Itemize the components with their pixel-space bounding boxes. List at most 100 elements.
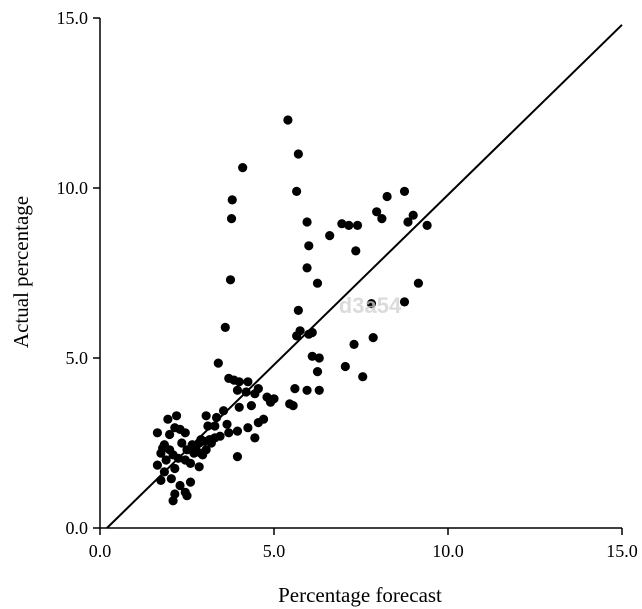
data-point	[253, 418, 263, 428]
data-point	[358, 372, 368, 382]
data-point	[170, 463, 180, 474]
data-point	[232, 452, 243, 462]
data-point	[185, 458, 196, 468]
data-point	[185, 477, 196, 487]
data-point	[403, 217, 413, 227]
data-point	[366, 299, 377, 309]
data-point	[325, 231, 335, 241]
watermark: d3a54	[339, 293, 402, 318]
data-point	[220, 322, 230, 332]
data-point	[340, 361, 350, 372]
data-point	[171, 411, 182, 421]
data-point	[250, 389, 260, 399]
data-point	[314, 385, 324, 395]
y-tick-label: 15.0	[57, 8, 89, 28]
data-point	[156, 475, 166, 485]
data-point	[399, 297, 410, 307]
data-point	[173, 453, 183, 463]
data-point	[352, 220, 363, 230]
data-point	[368, 333, 378, 343]
data-point	[377, 214, 387, 224]
data-point	[241, 387, 251, 397]
data-point	[250, 433, 260, 443]
data-point	[265, 397, 276, 407]
data-point	[168, 496, 178, 506]
data-point	[161, 455, 171, 465]
data-point	[191, 443, 201, 453]
data-point	[175, 480, 185, 491]
data-point	[182, 491, 192, 501]
data-point	[206, 438, 216, 448]
data-point	[413, 278, 424, 288]
data-point	[165, 445, 175, 455]
data-point	[337, 219, 347, 229]
data-point	[211, 412, 222, 423]
axes-layer: 0.0 5.0 10.0 15.0 0.0 5.0 10.0 15.0	[57, 8, 638, 561]
data-point	[290, 384, 300, 394]
data-point	[283, 115, 293, 125]
data-point	[314, 353, 324, 363]
data-point	[307, 327, 317, 338]
data-point	[246, 401, 256, 411]
data-point	[218, 406, 229, 416]
x-axis-title: Percentage forecast	[278, 583, 442, 607]
data-point	[232, 385, 243, 395]
data-point	[225, 275, 236, 285]
data-point	[293, 305, 303, 315]
data-point	[152, 460, 163, 470]
data-point	[234, 402, 244, 412]
data-point	[302, 217, 312, 227]
data-point	[292, 331, 302, 341]
data-point	[422, 220, 432, 230]
x-tick-label: 5.0	[263, 541, 286, 561]
data-point	[293, 149, 303, 159]
data-point	[399, 186, 410, 196]
data-point	[307, 351, 317, 361]
data-point	[198, 450, 208, 460]
data-point	[351, 246, 361, 256]
y-tick-label: 10.0	[57, 178, 89, 198]
data-point	[304, 241, 314, 251]
data-point	[292, 186, 302, 196]
data-point	[175, 424, 185, 434]
data-point	[349, 339, 359, 349]
data-point	[227, 195, 237, 205]
x-tick-label: 15.0	[606, 541, 638, 561]
data-point	[159, 467, 169, 477]
data-point	[210, 421, 220, 431]
points-layer	[152, 115, 432, 506]
data-point	[312, 367, 323, 377]
data-point	[344, 220, 354, 230]
data-point	[302, 263, 312, 273]
data-point	[243, 423, 253, 433]
data-point	[213, 358, 223, 368]
data-point	[224, 428, 234, 438]
data-point	[302, 385, 312, 395]
data-point	[177, 438, 187, 448]
data-point	[163, 414, 173, 424]
y-axis-title: Actual percentage	[9, 196, 33, 348]
data-point	[201, 411, 211, 421]
data-point	[234, 377, 244, 387]
data-point	[372, 207, 382, 217]
data-point	[232, 426, 243, 436]
x-tick-label: 10.0	[432, 541, 464, 561]
data-point	[165, 429, 175, 440]
data-point	[243, 377, 253, 387]
data-point	[166, 474, 176, 484]
data-point	[158, 443, 168, 453]
data-point	[152, 428, 163, 438]
data-point	[203, 421, 213, 431]
y-tick-label: 0.0	[66, 518, 89, 538]
data-point	[182, 445, 192, 455]
data-point	[312, 278, 323, 288]
data-point	[238, 163, 248, 173]
y-tick-label: 5.0	[66, 348, 89, 368]
data-point	[222, 419, 232, 429]
data-point	[408, 210, 418, 220]
x-tick-label: 0.0	[89, 541, 112, 561]
data-point	[226, 214, 237, 224]
data-point	[382, 191, 392, 202]
